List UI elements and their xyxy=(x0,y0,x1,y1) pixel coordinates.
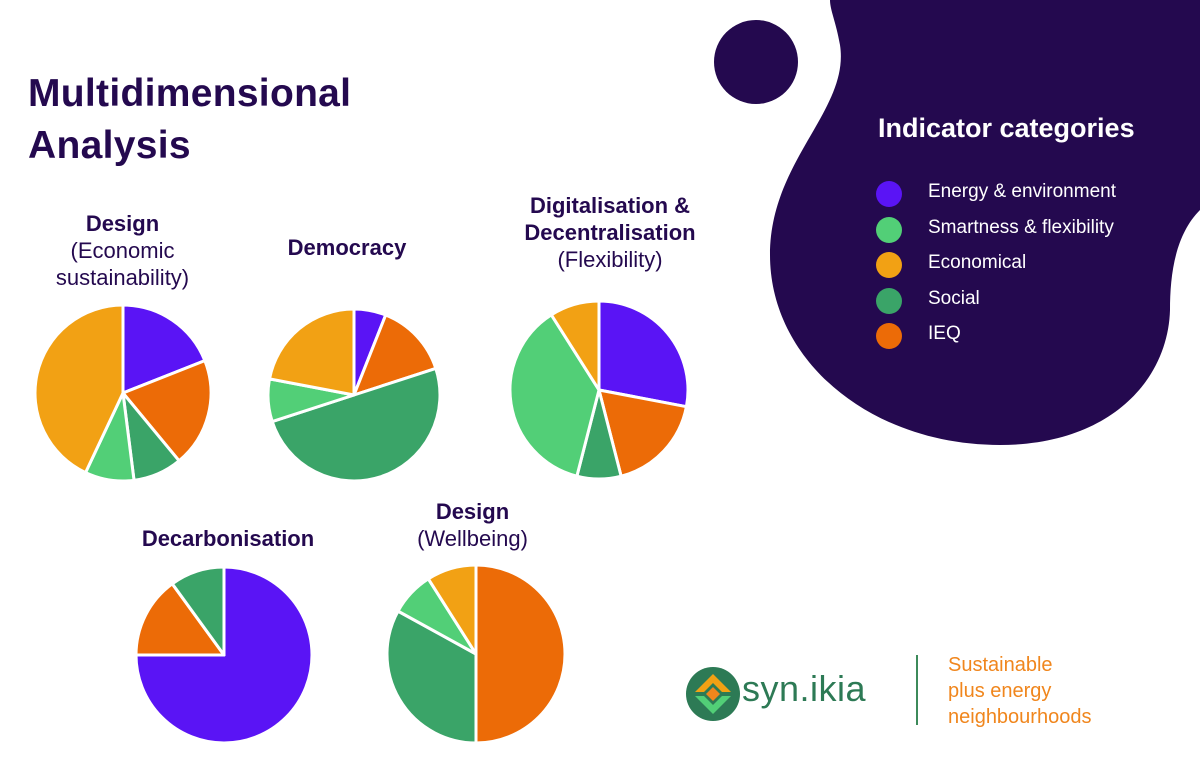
pie-slice-social xyxy=(270,366,442,483)
pie-slice-energy-environment xyxy=(597,299,690,409)
pie-slice-social xyxy=(385,609,478,745)
chart-subtitle: (Economic sustainability) xyxy=(55,238,190,290)
brand-divider xyxy=(916,655,918,725)
legend-dot-smartness xyxy=(876,216,902,243)
pie-slice-economical xyxy=(549,299,601,392)
pie-chart-democracy xyxy=(266,307,442,483)
legend-label-ieq: IEQ xyxy=(928,323,961,344)
brand-name: syn.ikia xyxy=(742,668,867,709)
small-circle xyxy=(714,20,798,104)
tagline-line-2: plus energy xyxy=(948,680,1052,702)
chart-title-digitalisation: Digitalisation & Decentralisation (Flexi… xyxy=(490,192,730,273)
chart-subtitle: (Flexibility) xyxy=(557,247,663,272)
legend-label-smartness: Smartness & flexibility xyxy=(928,216,1114,238)
chart-title-democracy: Democracy xyxy=(247,234,447,261)
chart-subtitle: (Wellbeing) xyxy=(417,526,528,551)
chart-title-main: Democracy xyxy=(287,235,407,260)
legend-label-social: Social xyxy=(928,287,980,309)
chart-title-main: Design xyxy=(435,499,510,524)
page-title-line-1: Multidimensional xyxy=(28,72,352,115)
legend-label-energy: Energy & environment xyxy=(928,181,1116,202)
pie-chart-design-economic xyxy=(33,303,213,483)
pie-slice-economical xyxy=(268,307,356,397)
pie-slice-ieq xyxy=(474,563,567,745)
chart-title-main: Digitalisation & Decentralisation xyxy=(524,193,696,245)
legend-dot-energy xyxy=(876,181,902,207)
pie-slice-economical xyxy=(33,303,125,475)
pie-slice-ieq xyxy=(597,388,688,478)
legend-dot-economical xyxy=(876,252,902,278)
pie-slice-ieq xyxy=(134,582,226,657)
pie-slice-economical xyxy=(426,563,478,656)
legend-title: Indicator categories xyxy=(878,113,1135,143)
brand-tagline: Sustainable plus energy neighbourhoods xyxy=(948,652,1091,730)
chart-title-decarbonisation: Decarbonisation xyxy=(118,525,338,552)
legend-dot-social xyxy=(876,287,902,314)
chart-title-main: Design xyxy=(85,211,160,236)
pie-chart-digitalisation xyxy=(508,299,690,481)
synikia-logo-icon xyxy=(686,667,740,721)
pie-slice-ieq xyxy=(121,359,213,463)
tagline-line-1: Sustainable xyxy=(948,654,1053,676)
pie-slice-social xyxy=(170,565,226,657)
chart-title-main: Decarbonisation xyxy=(141,526,315,551)
pie-chart-decarbonisation xyxy=(134,565,314,745)
page-title: Multidimensional Analysis xyxy=(28,68,351,172)
page-title-line-2: Analysis xyxy=(28,124,191,167)
legend-label-economical: Economical xyxy=(928,252,1027,273)
chart-title-design-economic: Design (Economic sustainability) xyxy=(10,210,235,291)
pie-slice-energy-environment xyxy=(121,303,207,395)
tagline-line-3: neighbourhoods xyxy=(948,706,1092,728)
chart-title-design-wellbeing: Design (Wellbeing) xyxy=(380,498,565,552)
legend-dot-ieq xyxy=(876,323,902,349)
pie-chart-design-wellbeing xyxy=(385,563,567,745)
